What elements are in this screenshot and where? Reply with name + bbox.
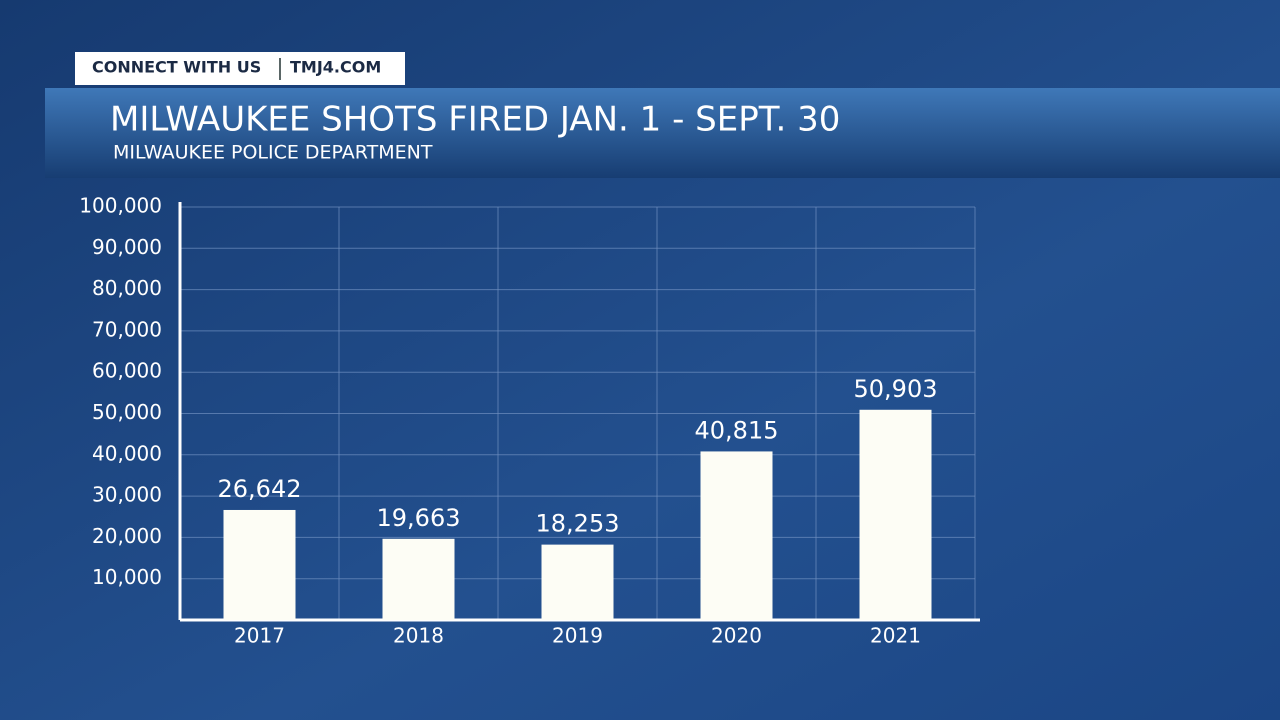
chart-subtitle: MILWAUKEE POLICE DEPARTMENT xyxy=(113,142,433,164)
connect-tag xyxy=(75,52,405,85)
x-tick-label: 2021 xyxy=(870,624,921,648)
value-label: 26,642 xyxy=(218,475,302,503)
y-tick-label: 60,000 xyxy=(92,359,162,383)
bar xyxy=(541,544,614,620)
bar xyxy=(223,509,296,620)
y-tick-label: 30,000 xyxy=(92,483,162,507)
x-tick-label: 2020 xyxy=(711,624,762,648)
site-text: TMJ4.COM xyxy=(290,58,381,77)
y-tick-label: 80,000 xyxy=(92,276,162,300)
y-tick-label: 40,000 xyxy=(92,441,162,465)
connect-text: CONNECT WITH US xyxy=(92,58,261,77)
value-label: 19,663 xyxy=(377,504,461,532)
y-tick-label: 10,000 xyxy=(92,565,162,589)
bar xyxy=(700,451,773,620)
y-tick-label: 20,000 xyxy=(92,524,162,548)
y-tick-label: 100,000 xyxy=(79,194,162,218)
y-tick-label: 50,000 xyxy=(92,400,162,424)
value-label: 18,253 xyxy=(536,510,620,538)
x-tick-label: 2017 xyxy=(234,624,285,648)
chart-title: MILWAUKEE SHOTS FIRED JAN. 1 - SEPT. 30 xyxy=(110,100,840,140)
bar xyxy=(382,538,455,620)
y-tick-label: 70,000 xyxy=(92,317,162,341)
y-tick-label: 90,000 xyxy=(92,235,162,259)
x-tick-label: 2018 xyxy=(393,624,444,648)
title-banner xyxy=(45,88,1280,178)
bar xyxy=(859,409,932,620)
value-label: 50,903 xyxy=(854,375,938,403)
x-tick-label: 2019 xyxy=(552,624,603,648)
value-label: 40,815 xyxy=(695,416,779,444)
